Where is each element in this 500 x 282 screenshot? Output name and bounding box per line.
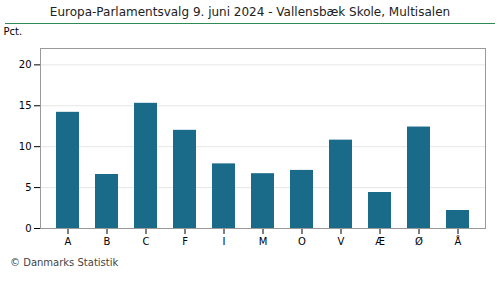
svg-text:C: C bbox=[143, 236, 150, 247]
svg-text:5: 5 bbox=[25, 182, 31, 193]
html-text:© Danmarks Statistik: © Danmarks Statistik bbox=[10, 257, 119, 268]
svg-text:10: 10 bbox=[19, 141, 32, 152]
html-text:Europa-Parlamentsvalg 9. juni: Europa-Parlamentsvalg 9. juni 2024 - Val… bbox=[49, 5, 451, 19]
svg-text:O: O bbox=[298, 236, 306, 247]
svg-text:Æ: Æ bbox=[375, 236, 385, 247]
svg-text:F: F bbox=[182, 236, 188, 247]
svg-text:Å: Å bbox=[455, 235, 462, 247]
svg-text:A: A bbox=[65, 236, 72, 247]
svg-text:0: 0 bbox=[25, 223, 31, 234]
svg-text:20: 20 bbox=[19, 59, 32, 70]
svg-text:B: B bbox=[104, 236, 111, 247]
svg-text:M: M bbox=[259, 236, 268, 247]
svg-text:I: I bbox=[223, 236, 226, 247]
svg-text:Pct.: Pct. bbox=[4, 26, 23, 37]
svg-text:V: V bbox=[338, 236, 345, 247]
svg-text:15: 15 bbox=[19, 100, 32, 111]
svg-text:Ø: Ø bbox=[415, 236, 423, 247]
